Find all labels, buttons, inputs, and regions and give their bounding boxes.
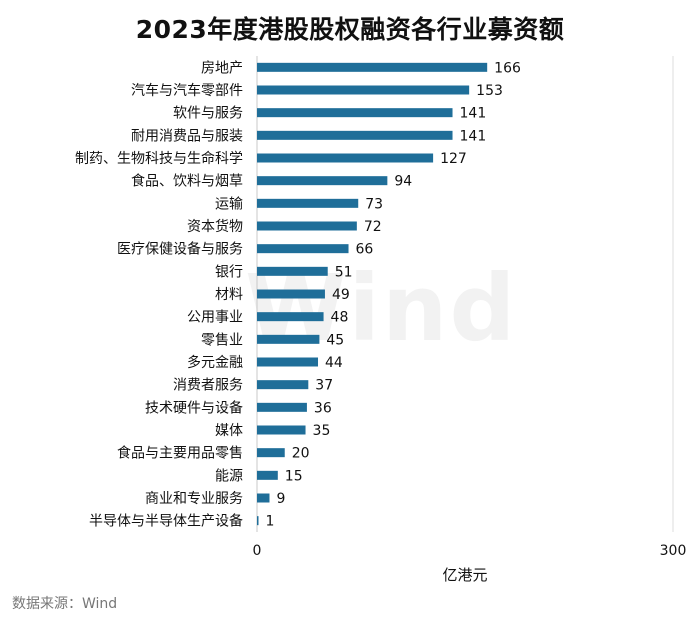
data-label: 48	[331, 310, 349, 326]
category-label: 银行	[215, 264, 243, 280]
category-label: 材料	[215, 287, 243, 303]
category-label: 耐用消费品与服装	[131, 128, 243, 144]
bar	[257, 289, 325, 299]
bar	[257, 470, 278, 480]
bar	[257, 130, 453, 140]
bar	[257, 312, 324, 322]
bar	[257, 153, 434, 163]
data-label: 35	[313, 423, 331, 439]
category-label: 汽车与汽车零部件	[131, 82, 243, 99]
data-label: 72	[364, 219, 382, 235]
bar	[257, 85, 470, 95]
bar	[257, 62, 488, 72]
category-label: 技术硬件与设备	[145, 399, 243, 416]
category-label: 公用事业	[187, 310, 243, 326]
bar	[257, 448, 285, 458]
data-label: 37	[315, 378, 333, 394]
data-label: 15	[285, 468, 303, 484]
data-label: 73	[365, 196, 383, 212]
category-label: 能源	[215, 468, 243, 484]
bar	[257, 516, 259, 526]
data-label: 36	[314, 400, 332, 416]
source-note: 数据来源：Wind	[12, 596, 118, 612]
bar	[257, 493, 270, 503]
data-label: 51	[335, 264, 353, 280]
data-label: 45	[326, 332, 344, 348]
bar	[257, 176, 388, 186]
category-label: 商业和专业服务	[145, 491, 243, 507]
data-label: 20	[292, 446, 310, 462]
x-tick-label: 0	[253, 543, 262, 559]
category-label: 多元金融	[187, 354, 243, 371]
chart-title: 2023年度港股股权融资各行业募资额	[135, 15, 565, 44]
bar	[257, 266, 328, 276]
bar	[257, 198, 359, 208]
category-label: 房地产	[201, 60, 243, 76]
x-tick-label: 300	[660, 543, 687, 559]
category-label: 消费者服务	[173, 378, 243, 394]
data-label: 141	[460, 106, 487, 122]
category-label: 媒体	[215, 423, 243, 439]
bar	[257, 334, 320, 344]
bar	[257, 380, 309, 390]
category-label: 制药、生物科技与生命科学	[75, 150, 243, 167]
category-label: 零售业	[201, 332, 243, 348]
data-label: 49	[332, 287, 350, 303]
bar	[257, 357, 319, 367]
x-axis-label: 亿港元	[442, 566, 487, 584]
data-label: 127	[440, 151, 467, 167]
data-label: 141	[460, 128, 487, 144]
data-label: 1	[266, 514, 275, 530]
category-label: 半导体与半导体生产设备	[89, 513, 243, 530]
data-label: 166	[494, 60, 521, 76]
category-label: 运输	[215, 196, 243, 212]
data-label: 9	[276, 491, 285, 507]
bar	[257, 221, 357, 231]
data-label: 66	[356, 242, 374, 258]
data-label: 44	[325, 355, 343, 371]
bar	[257, 402, 307, 412]
data-label: 153	[476, 83, 503, 99]
bar	[257, 108, 453, 118]
bar	[257, 244, 349, 254]
category-label: 软件与服务	[173, 106, 243, 122]
category-label: 食品、饮料与烟草	[131, 173, 243, 190]
bar	[257, 425, 306, 435]
category-label: 医疗保健设备与服务	[117, 241, 243, 258]
data-label: 94	[394, 174, 412, 190]
category-label: 食品与主要用品零售	[117, 445, 243, 462]
category-label: 资本货物	[187, 218, 243, 235]
